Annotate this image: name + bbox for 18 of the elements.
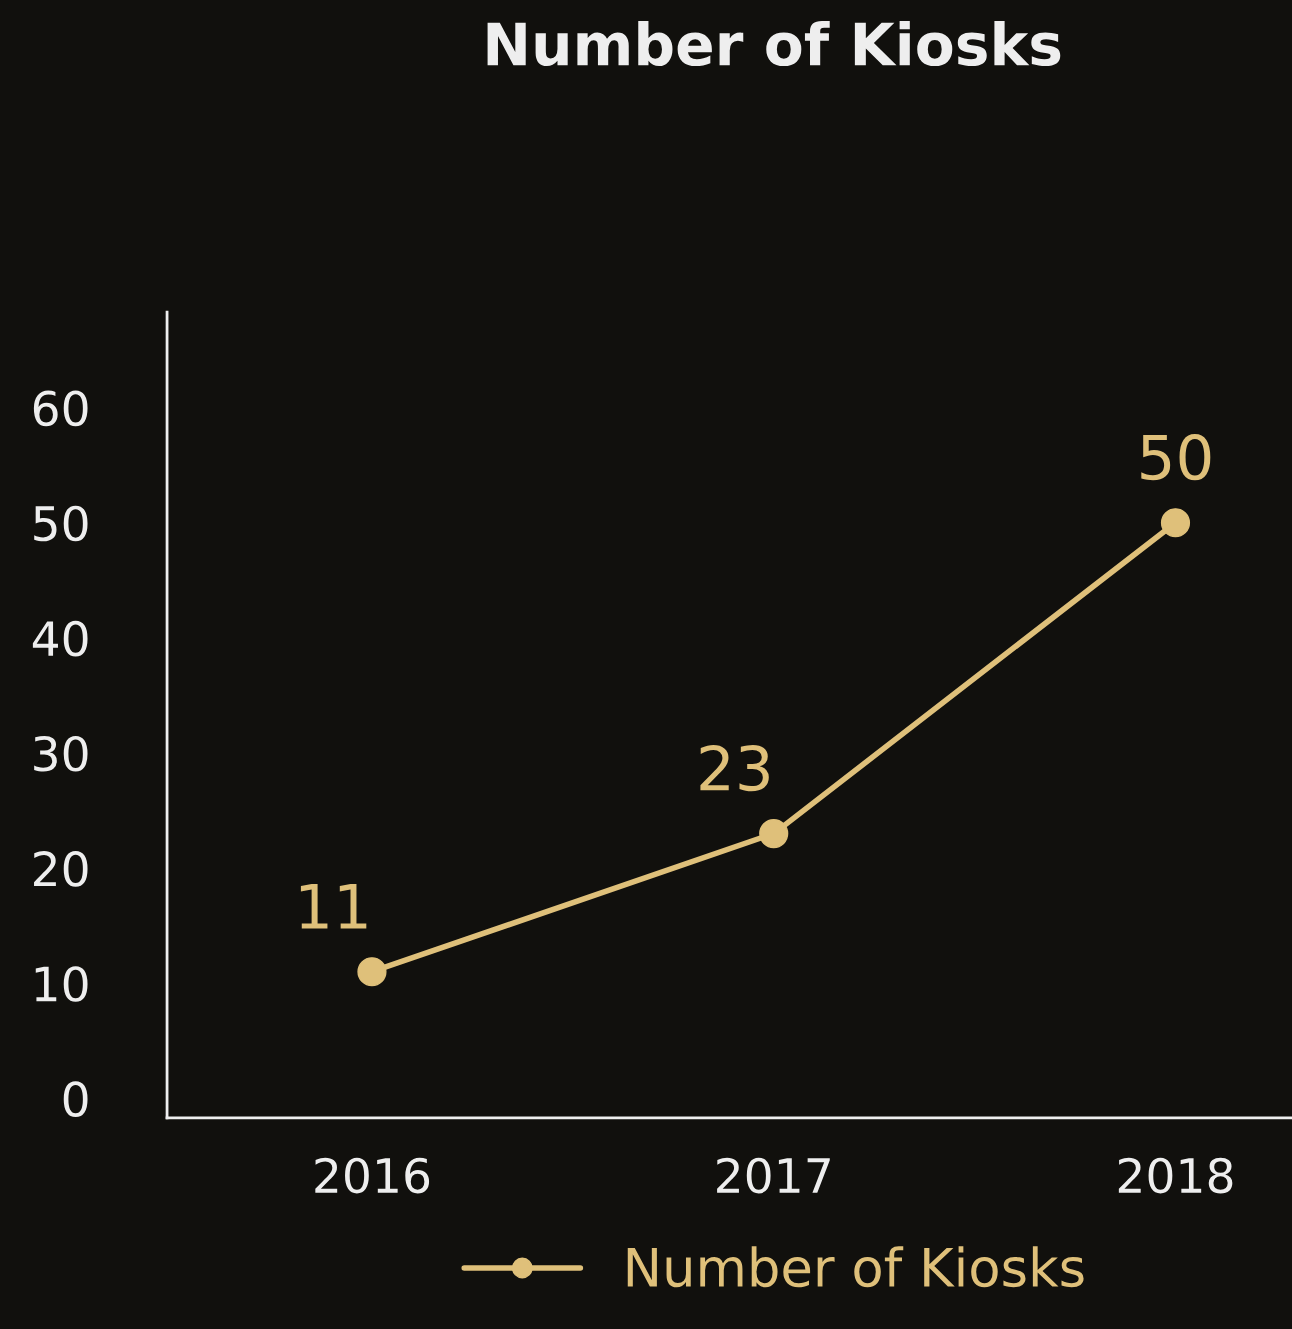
y-tick-label: 60 <box>33 390 88 427</box>
x-tick-label: 2016 <box>315 1157 430 1194</box>
point <box>759 819 789 849</box>
y-tick-label: 50 <box>34 505 88 542</box>
x-tick-label: 2017 <box>717 1157 830 1194</box>
chart-title: Number of Kiosks <box>487 20 1061 67</box>
y-tick-label: 20 <box>34 851 88 887</box>
y-tick-label: 0 <box>63 1081 88 1117</box>
y-tick-label: 30 <box>34 735 88 772</box>
data-label: 23 <box>700 744 769 792</box>
point <box>357 957 387 987</box>
y-tick-label: 10 <box>35 966 88 1002</box>
data-label: 11 <box>300 883 367 929</box>
y-tick-label: 40 <box>32 620 88 657</box>
legend-label: Number of Kiosks <box>627 1246 1084 1288</box>
point <box>1160 508 1191 538</box>
data-label: 50 <box>1141 434 1211 481</box>
x-tick-label: 2018 <box>1118 1157 1233 1194</box>
